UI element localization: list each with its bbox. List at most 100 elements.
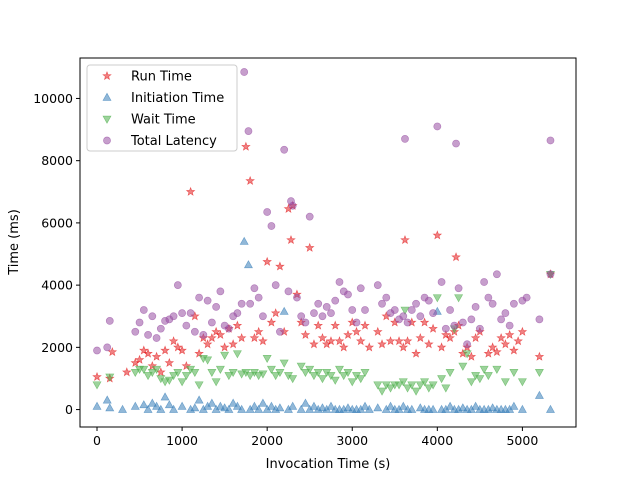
data-point <box>266 317 277 327</box>
data-point <box>232 320 243 330</box>
data-point <box>355 336 366 346</box>
data-point <box>147 398 157 407</box>
data-point <box>160 392 170 401</box>
data-point <box>475 375 485 384</box>
data-point <box>322 303 331 311</box>
data-point <box>399 312 408 321</box>
data-point <box>139 365 149 374</box>
data-point <box>385 336 396 346</box>
plot-frame <box>79 57 577 428</box>
data-point <box>240 68 249 76</box>
data-point <box>372 326 383 336</box>
data-point <box>471 401 481 410</box>
data-point <box>330 376 340 385</box>
data-point <box>403 318 412 327</box>
data-point <box>517 326 528 336</box>
data-point <box>484 293 493 302</box>
data-point <box>207 318 216 327</box>
data-point <box>215 329 226 339</box>
data-point <box>394 336 404 346</box>
data-point <box>300 369 310 378</box>
data-point <box>131 327 140 336</box>
data-point <box>517 378 527 387</box>
legend-box <box>86 64 238 152</box>
data-point <box>471 303 480 311</box>
data-point <box>288 201 297 210</box>
legend-marker <box>102 70 112 81</box>
legend-marker <box>102 92 112 101</box>
data-point <box>445 369 455 378</box>
data-point <box>148 312 157 321</box>
data-point <box>364 404 374 413</box>
data-point <box>181 372 191 381</box>
data-point <box>156 324 165 333</box>
data-point <box>492 346 502 357</box>
data-point <box>420 378 430 387</box>
data-point <box>199 331 208 339</box>
data-point <box>203 356 213 365</box>
data-point <box>356 284 365 293</box>
data-point <box>262 355 272 364</box>
data-point <box>246 299 255 308</box>
data-point <box>130 401 140 410</box>
data-point <box>305 365 315 374</box>
data-point <box>228 339 238 349</box>
data-point <box>432 294 442 303</box>
data-point <box>93 346 101 355</box>
data-point <box>509 345 519 355</box>
data-point <box>288 375 298 384</box>
y-tick-label: 0 <box>65 402 73 417</box>
data-point <box>107 346 118 357</box>
data-point <box>309 372 319 381</box>
data-point <box>118 404 128 413</box>
data-point <box>398 401 408 410</box>
data-point <box>445 332 455 343</box>
data-point <box>326 401 336 410</box>
data-point <box>177 378 187 387</box>
x-tick-label: 1000 <box>166 433 198 448</box>
data-point <box>394 381 404 390</box>
data-point <box>343 329 353 339</box>
data-point <box>466 378 476 387</box>
data-point <box>202 339 213 349</box>
data-point <box>441 384 451 393</box>
data-point <box>305 212 314 221</box>
data-point <box>360 320 370 330</box>
data-point <box>517 404 527 413</box>
data-point <box>546 136 555 145</box>
data-point <box>168 336 179 346</box>
data-point <box>364 342 375 352</box>
data-point <box>219 342 230 352</box>
y-axis-label: Time (ms) <box>7 209 22 276</box>
data-point <box>480 278 488 286</box>
x-tick-label: 4000 <box>421 433 453 448</box>
data-point <box>156 404 166 413</box>
legend-item: Wait Time <box>102 113 196 128</box>
data-point <box>429 309 437 317</box>
y-tick-label: 10000 <box>33 91 73 106</box>
data-point <box>493 270 501 279</box>
data-point <box>134 354 145 364</box>
y-tick-label: 2000 <box>41 340 73 355</box>
data-point <box>309 339 319 349</box>
data-point <box>415 332 426 343</box>
data-point <box>314 299 323 308</box>
data-point <box>347 378 357 387</box>
data-point <box>479 365 489 374</box>
data-point <box>228 369 238 378</box>
data-point <box>407 381 417 390</box>
data-point <box>534 351 545 361</box>
x-tick-label: 2000 <box>251 433 283 448</box>
data-point <box>398 342 409 352</box>
data-point <box>266 401 276 410</box>
data-point <box>441 324 450 333</box>
data-point <box>249 401 259 410</box>
data-point <box>152 401 162 410</box>
data-point <box>424 296 433 305</box>
data-point <box>398 378 408 387</box>
data-point <box>450 321 459 330</box>
data-point <box>143 404 153 413</box>
data-point <box>147 369 157 378</box>
data-point <box>497 315 506 324</box>
legend: Run Time Initiation Time Wait Time Total La… <box>86 64 238 152</box>
